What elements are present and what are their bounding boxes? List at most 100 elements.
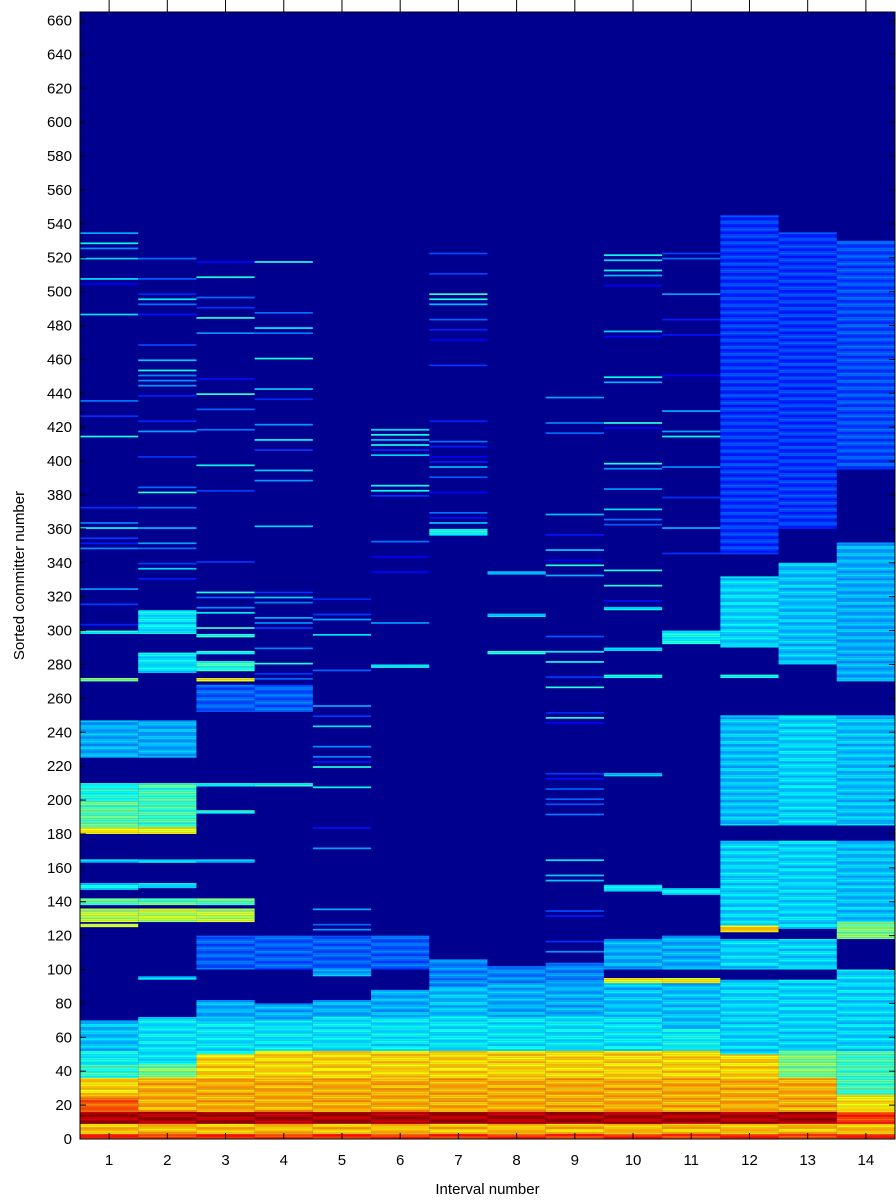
- heatmap-cell: [80, 1130, 139, 1133]
- heatmap-cell: [720, 276, 779, 279]
- heatmap-cell: [778, 747, 837, 750]
- heatmap-cell: [429, 1079, 488, 1082]
- heatmap-cell: [603, 1059, 663, 1062]
- heatmap-cell: [778, 766, 837, 768]
- heatmap-cell: [487, 1130, 546, 1133]
- heatmap-cell: [254, 1057, 313, 1060]
- heatmap-cell: [138, 913, 197, 916]
- heatmap-cell: [720, 503, 779, 506]
- heatmap-cell: [487, 1049, 546, 1051]
- heatmap-cell: [720, 991, 779, 994]
- heatmap-cell: [138, 1074, 197, 1077]
- heatmap-cell: [720, 418, 779, 421]
- heatmap-cell: [138, 791, 197, 794]
- heatmap-cell: [720, 256, 779, 258]
- y-tick-label: 200: [47, 792, 72, 809]
- heatmap-cell: [429, 1011, 488, 1014]
- heatmap-cell: [603, 1071, 663, 1073]
- heatmap-cell: [778, 867, 837, 870]
- heatmap-cell: [312, 1122, 372, 1124]
- heatmap-cell: [371, 949, 430, 951]
- heatmap-cell: [545, 1016, 604, 1019]
- heatmap-cell: [778, 598, 837, 601]
- heatmap-cell: [720, 311, 779, 314]
- heatmap-cell: [836, 852, 895, 855]
- heatmap-cell: [312, 1044, 372, 1046]
- heatmap-cell: [138, 456, 197, 458]
- heatmap-cell: [836, 596, 895, 599]
- heatmap-cell: [662, 1118, 721, 1121]
- interval-column-12: [720, 215, 779, 1139]
- heatmap-cell: [254, 1094, 313, 1097]
- heatmap-cell: [720, 964, 779, 967]
- heatmap-cell: [196, 1003, 255, 1006]
- heatmap-cell: [196, 703, 255, 706]
- heatmap-cell: [254, 627, 313, 629]
- heatmap-cell: [720, 750, 779, 753]
- heatmap-cell: [312, 1030, 372, 1033]
- heatmap-cell: [196, 1047, 255, 1050]
- heatmap-cell: [196, 945, 255, 948]
- heatmap-cell: [80, 1057, 139, 1060]
- heatmap-cell: [836, 452, 895, 455]
- heatmap-cell: [371, 1077, 430, 1080]
- heatmap-cell: [778, 940, 837, 943]
- heatmap-cell: [138, 293, 197, 296]
- heatmap-cell: [720, 1096, 779, 1099]
- heatmap-cell: [545, 549, 604, 551]
- heatmap-cell: [371, 1106, 430, 1109]
- heatmap-cell: [720, 911, 779, 914]
- heatmap-cell: [720, 822, 779, 824]
- heatmap-cell: [196, 1108, 255, 1111]
- heatmap-cell: [720, 403, 779, 406]
- heatmap-cell: [778, 1098, 837, 1101]
- heatmap-cell: [312, 1094, 372, 1097]
- heatmap-cell: [80, 678, 139, 680]
- heatmap-cell: [836, 347, 895, 350]
- heatmap-cell: [720, 888, 779, 890]
- heatmap-cell: [778, 1127, 837, 1129]
- heatmap-cell: [429, 978, 488, 980]
- heatmap-cell: [545, 1055, 604, 1058]
- heatmap-cell: [80, 1037, 139, 1040]
- heatmap-cell: [778, 989, 837, 992]
- heatmap-cell: [836, 859, 895, 862]
- heatmap-cell: [836, 410, 895, 412]
- heatmap-cell: [778, 464, 837, 467]
- heatmap-cell: [603, 774, 663, 777]
- heatmap-cell: [312, 633, 372, 636]
- heatmap-cell: [80, 820, 139, 823]
- heatmap-cell: [603, 584, 663, 587]
- heatmap-cell: [371, 1005, 430, 1007]
- heatmap-cell: [196, 1018, 255, 1021]
- heatmap-cell: [836, 862, 895, 865]
- heatmap-cell: [720, 732, 779, 734]
- heatmap-cell: [312, 1040, 372, 1043]
- heatmap-cell: [778, 408, 837, 411]
- heatmap-cell: [603, 1011, 663, 1014]
- heatmap-cell: [429, 252, 488, 255]
- heatmap-cell: [603, 1042, 663, 1045]
- heatmap-cell: [778, 639, 837, 641]
- heatmap-cell: [720, 1089, 779, 1092]
- heatmap-cell: [545, 574, 604, 577]
- heatmap-cell: [80, 823, 139, 826]
- heatmap-cell: [720, 925, 779, 928]
- heatmap-cell: [836, 805, 895, 807]
- heatmap-cell: [429, 1130, 488, 1133]
- heatmap-cell: [662, 1039, 721, 1041]
- heatmap-cell: [80, 750, 139, 753]
- heatmap-cell: [429, 1005, 488, 1007]
- heatmap-cell: [836, 1035, 895, 1038]
- heatmap-cell: [778, 650, 837, 653]
- heatmap-cell: [778, 1039, 837, 1041]
- heatmap-cell: [80, 754, 139, 756]
- heatmap-cell: [662, 1077, 721, 1080]
- heatmap-cell: [80, 537, 139, 540]
- heatmap-cell: [836, 801, 895, 804]
- heatmap-cell: [312, 967, 372, 970]
- heatmap-cell: [720, 444, 779, 446]
- heatmap-cell: [196, 1032, 255, 1034]
- heatmap-cell: [254, 327, 313, 329]
- heatmap-cell: [778, 244, 837, 246]
